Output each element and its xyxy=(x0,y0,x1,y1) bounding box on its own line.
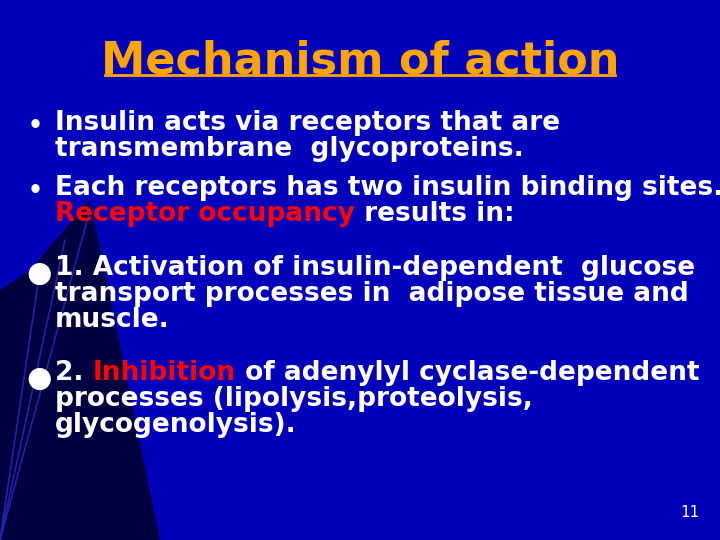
Text: 1. Activation of insulin-dependent  glucose: 1. Activation of insulin-dependent gluco… xyxy=(55,255,695,281)
Text: •: • xyxy=(28,114,43,138)
Text: glycogenolysis).: glycogenolysis). xyxy=(55,412,297,438)
Text: 2.: 2. xyxy=(55,360,93,386)
Text: Each receptors has two insulin binding sites.: Each receptors has two insulin binding s… xyxy=(55,175,720,201)
Text: processes (lipolysis,proteolysis,: processes (lipolysis,proteolysis, xyxy=(55,386,533,412)
Text: transmembrane  glycoproteins.: transmembrane glycoproteins. xyxy=(55,136,523,162)
Text: transport processes in  adipose tissue and: transport processes in adipose tissue an… xyxy=(55,281,689,307)
Text: of adenylyl cyclase-dependent: of adenylyl cyclase-dependent xyxy=(235,360,699,386)
Polygon shape xyxy=(0,200,160,540)
Text: ●: ● xyxy=(26,365,51,393)
Text: Receptor occupancy: Receptor occupancy xyxy=(55,201,355,227)
Text: ●: ● xyxy=(26,260,51,288)
Text: 11: 11 xyxy=(680,505,700,520)
Text: muscle.: muscle. xyxy=(55,307,170,333)
Text: results in:: results in: xyxy=(355,201,515,227)
Text: Insulin acts via receptors that are: Insulin acts via receptors that are xyxy=(55,110,560,136)
Text: Mechanism of action: Mechanism of action xyxy=(101,40,619,83)
Text: •: • xyxy=(28,179,43,203)
Text: Inhibition: Inhibition xyxy=(93,360,235,386)
